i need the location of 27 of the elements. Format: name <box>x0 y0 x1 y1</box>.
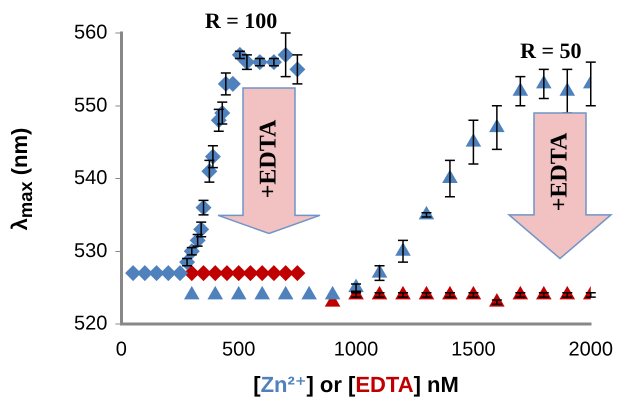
x-axis-title: [Zn²⁺] or [EDTA] nM <box>253 372 459 397</box>
arrow-icon: +EDTA <box>507 111 614 261</box>
arrow-icon: +EDTA <box>216 86 322 236</box>
point <box>184 286 200 300</box>
y-tick-label: 530 <box>74 240 108 262</box>
point <box>301 286 317 300</box>
y-tick-label: 560 <box>74 22 108 44</box>
point <box>278 286 294 300</box>
annotation: R = 100 <box>204 8 278 34</box>
x-tick-label: 500 <box>222 338 256 361</box>
annotation: R = 50 <box>520 38 582 64</box>
x-tick-label: 2000 <box>568 338 614 361</box>
point <box>230 286 247 300</box>
annotation: +EDTA <box>546 132 574 212</box>
point <box>232 46 248 63</box>
y-tick-label: 550 <box>74 94 108 116</box>
y-tick-label: 540 <box>74 167 108 190</box>
annotation: +EDTA <box>256 120 283 199</box>
point <box>252 54 268 70</box>
point <box>266 54 282 70</box>
point <box>254 286 270 300</box>
y-tick-label: 520 <box>74 312 108 335</box>
x-tick-label: 0 <box>116 338 127 361</box>
point <box>207 286 224 300</box>
x-tick-label: 1500 <box>451 338 496 361</box>
x-tick-label: 1000 <box>334 338 378 361</box>
point <box>324 286 340 300</box>
